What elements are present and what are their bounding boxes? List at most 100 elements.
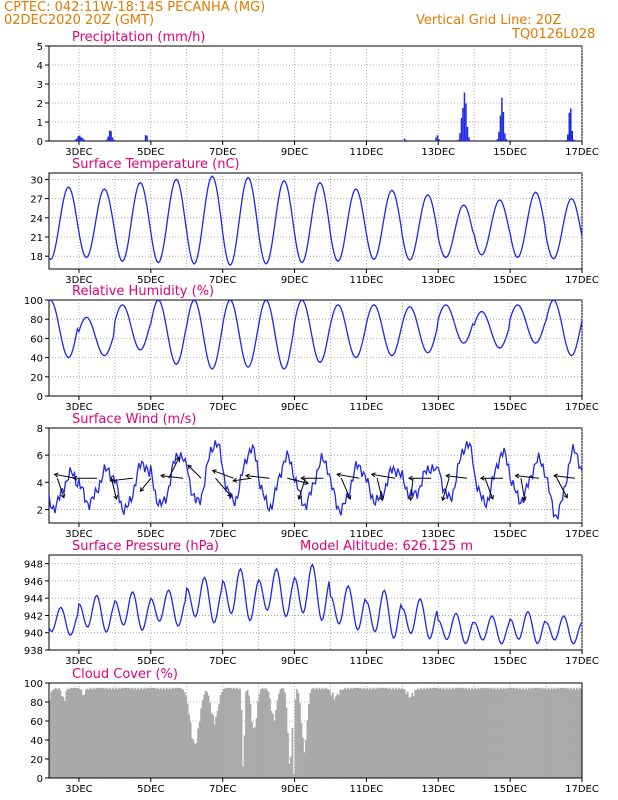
press-extra-label: Model Altitude: 626.125 m [300, 539, 473, 554]
cloud-bar [288, 763, 291, 778]
cloud-bar [511, 688, 514, 778]
cloud-bar [558, 688, 560, 778]
cloud-bar [53, 688, 56, 778]
cloud-bar [198, 721, 201, 778]
cloud-bar [445, 687, 448, 778]
cloud-bar [123, 687, 126, 778]
cloud-bar [302, 737, 304, 778]
cloud-ylabel: 40 [30, 736, 43, 747]
wind-ylabel: 4 [37, 478, 43, 489]
cloud-bar [225, 687, 228, 778]
cloud-bar [388, 687, 391, 778]
cloud-bar [275, 710, 277, 778]
cloud-bar [427, 688, 430, 778]
press-xlabel: 11DEC [350, 656, 384, 667]
cloud-bar [135, 689, 138, 778]
cloud-bar [348, 689, 351, 778]
cloud-bar [441, 689, 444, 778]
cloud-bar [325, 688, 328, 778]
wind-title: Surface Wind (m/s) [72, 412, 196, 427]
wind-xlabel: 11DEC [350, 529, 384, 540]
cloud-bar [303, 752, 306, 778]
cloud-bar [478, 688, 481, 778]
cloud-bar [119, 688, 122, 778]
wind-vector [515, 475, 539, 479]
wind-xlabel: 17DEC [565, 529, 599, 540]
cloud-bar [186, 703, 189, 778]
wind-vector-head [109, 477, 115, 483]
cloud-bar [480, 687, 482, 778]
cloud-bar [305, 740, 307, 778]
precip-bar [463, 92, 466, 141]
cloud-bar [510, 687, 512, 778]
cloud-bar [185, 696, 188, 778]
rh-line [48, 299, 583, 370]
wind-vector-head [60, 493, 66, 499]
cloud-bar [203, 694, 206, 778]
wind-vector-head [304, 480, 310, 486]
cloud-bar [222, 689, 225, 778]
cloud-bar [174, 687, 177, 778]
cloud-bar [117, 687, 120, 778]
cloud-bar [105, 687, 108, 778]
cloud-bar [242, 766, 244, 778]
cloud-bar [215, 716, 217, 778]
cloud-bar [134, 687, 137, 778]
precip-bar [457, 139, 460, 141]
temp-line [48, 175, 583, 267]
cloud-bar [108, 687, 111, 778]
cloud-bar [306, 720, 309, 778]
wind-vector-head [300, 475, 305, 481]
cloud-bar [75, 688, 78, 778]
cloud-bar [191, 738, 194, 778]
cloud-bar [114, 687, 117, 778]
cloud-bar [183, 692, 186, 778]
cloud-bar [276, 700, 279, 778]
wind-vector [442, 478, 450, 501]
temp-xlabel: 11DEC [350, 275, 384, 286]
cloud-bar [372, 687, 375, 778]
cloud-bar [555, 689, 557, 778]
press-line [48, 563, 583, 645]
wind-vector [215, 477, 232, 497]
cloud-bar [568, 689, 571, 778]
cloud-bar [460, 688, 463, 778]
cloud-bar [324, 687, 327, 778]
cloud-bar [418, 689, 421, 778]
precip-xlabel: 15DEC [493, 147, 527, 158]
precip-bar [111, 137, 114, 141]
cloud-bar [504, 689, 506, 778]
press-frame [48, 554, 583, 651]
cloud-bar [278, 693, 280, 778]
cloud-bar [483, 687, 485, 778]
run-time: 02DEC2020 20Z (GMT) [4, 13, 155, 28]
cloud-bar [394, 687, 397, 778]
cloud-bar [346, 687, 349, 778]
cloud-bar [450, 689, 453, 778]
cloud-xlabel: 17DEC [565, 784, 599, 795]
precip-bar [573, 139, 575, 141]
cloud-bar [361, 688, 364, 778]
cloud-bar [571, 689, 574, 778]
cloud-bar [417, 688, 420, 778]
cloud-bar [435, 688, 438, 778]
cloud-bar [90, 689, 93, 778]
wind-vector [168, 457, 180, 479]
cloud-bar [453, 688, 456, 778]
wind-vector [340, 478, 351, 500]
cloud-bar [74, 687, 77, 778]
cloud-bar [315, 687, 318, 778]
precip-bar [459, 133, 461, 141]
cloud-bar [465, 687, 468, 778]
cloud-xlabel: 11DEC [350, 784, 384, 795]
cloud-bar [107, 689, 110, 778]
precip-bar [496, 139, 499, 141]
cloud-ylabel: 0 [37, 774, 43, 785]
cloud-bar [496, 687, 499, 778]
cloud-bar [391, 687, 394, 778]
cloud-bar [140, 687, 143, 778]
cloud-bar [426, 687, 429, 778]
cloud-bar [570, 687, 572, 778]
cloud-bar [378, 687, 381, 778]
cloud-bar [213, 724, 216, 778]
